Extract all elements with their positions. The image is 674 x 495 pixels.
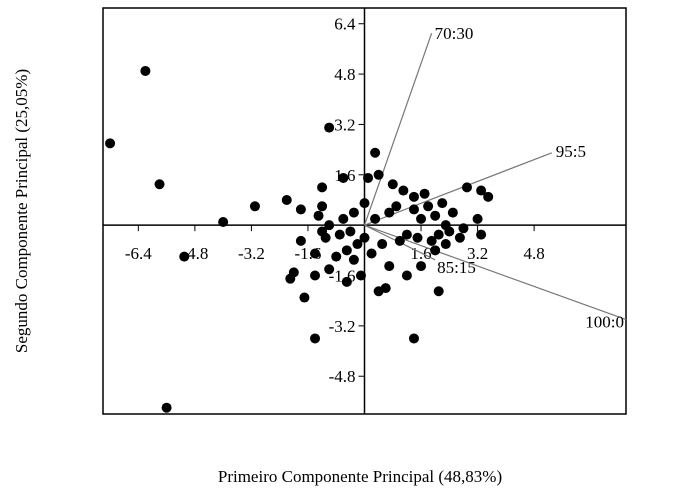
loading-label: 85:15 (437, 258, 476, 277)
data-point (338, 213, 349, 224)
data-point (426, 235, 437, 246)
score-points (105, 65, 494, 413)
data-point (408, 191, 419, 202)
data-point (430, 245, 441, 256)
x-tick-label: 4.8 (523, 244, 544, 263)
data-point (461, 182, 472, 193)
zero-axes (103, 8, 626, 414)
data-point (299, 292, 310, 303)
loading-label: 70:30 (435, 24, 474, 43)
data-point (295, 204, 306, 215)
data-point (423, 201, 434, 212)
data-point (401, 270, 412, 281)
loading-vector (364, 224, 627, 321)
data-point (408, 333, 419, 344)
x-tick-label: 1.6 (410, 244, 431, 263)
x-tick-label: -3.2 (238, 244, 265, 263)
data-point (398, 185, 409, 196)
data-point (338, 172, 349, 183)
data-point (370, 147, 381, 158)
data-point (401, 229, 412, 240)
data-point (179, 251, 190, 262)
data-point (437, 198, 448, 209)
data-point (370, 213, 381, 224)
data-point (419, 188, 430, 199)
data-point (412, 232, 423, 243)
data-point (324, 264, 335, 275)
data-point (154, 179, 165, 190)
y-axis-label: Segundo Componente Principal (25,05%) (12, 69, 31, 353)
y-tick-label: 4.8 (334, 65, 355, 84)
data-point (317, 201, 328, 212)
x-tick-label: -6.4 (125, 244, 152, 263)
data-point (218, 217, 229, 228)
x-axis-label: Primeiro Componente Principal (48,83%) (218, 467, 502, 486)
data-point (483, 191, 494, 202)
data-point (476, 229, 487, 240)
data-point (433, 229, 444, 240)
data-point (310, 333, 321, 344)
data-point (348, 254, 359, 265)
data-point (355, 270, 366, 281)
data-point (161, 402, 172, 413)
loading-vectors: 70:30 95:5 85:15 100:0 (363, 24, 627, 332)
data-point (408, 204, 419, 215)
data-point (458, 223, 469, 234)
data-point (416, 261, 427, 272)
data-point (391, 201, 402, 212)
data-point (324, 220, 335, 231)
data-point (384, 207, 395, 218)
data-point (288, 267, 299, 278)
data-point (320, 232, 331, 243)
data-point (380, 283, 391, 294)
data-point (366, 248, 377, 259)
data-point (454, 232, 465, 243)
loading-label: 95:5 (556, 142, 586, 161)
data-point (281, 194, 292, 205)
data-point (447, 207, 458, 218)
y-tick-label: 6.4 (334, 15, 356, 34)
data-point (416, 213, 427, 224)
data-point (359, 232, 370, 243)
data-point (472, 213, 483, 224)
y-ticks: 6.44.83.21.6-1.6-3.2-4.8 (329, 15, 365, 386)
data-point (341, 245, 352, 256)
data-point (324, 122, 335, 133)
data-point (363, 172, 374, 183)
data-point (310, 248, 321, 259)
data-point (359, 198, 370, 209)
data-point (430, 210, 441, 221)
data-point (384, 261, 395, 272)
y-tick-label: -4.8 (329, 367, 356, 386)
data-point (341, 276, 352, 287)
data-point (394, 235, 405, 246)
data-point (331, 251, 342, 262)
data-point (476, 185, 487, 196)
data-point (377, 239, 388, 250)
data-point (249, 201, 260, 212)
data-point (317, 182, 328, 193)
data-point (105, 138, 116, 149)
loading-vector (363, 32, 433, 226)
data-point (433, 286, 444, 297)
data-point (373, 169, 384, 180)
x-tick-label: 3.2 (467, 244, 488, 263)
loading-label: 100:0 (585, 313, 624, 332)
data-point (440, 239, 451, 250)
y-tick-label: -3.2 (329, 317, 356, 336)
data-point (444, 226, 455, 237)
data-point (345, 226, 356, 237)
data-point (313, 210, 324, 221)
data-point (352, 239, 363, 250)
y-tick-label: 3.2 (334, 115, 355, 134)
data-point (295, 235, 306, 246)
data-point (348, 207, 359, 218)
data-point (140, 65, 151, 76)
loading-vector (364, 152, 553, 226)
data-point (387, 179, 398, 190)
data-point (310, 270, 321, 281)
data-point (334, 229, 345, 240)
